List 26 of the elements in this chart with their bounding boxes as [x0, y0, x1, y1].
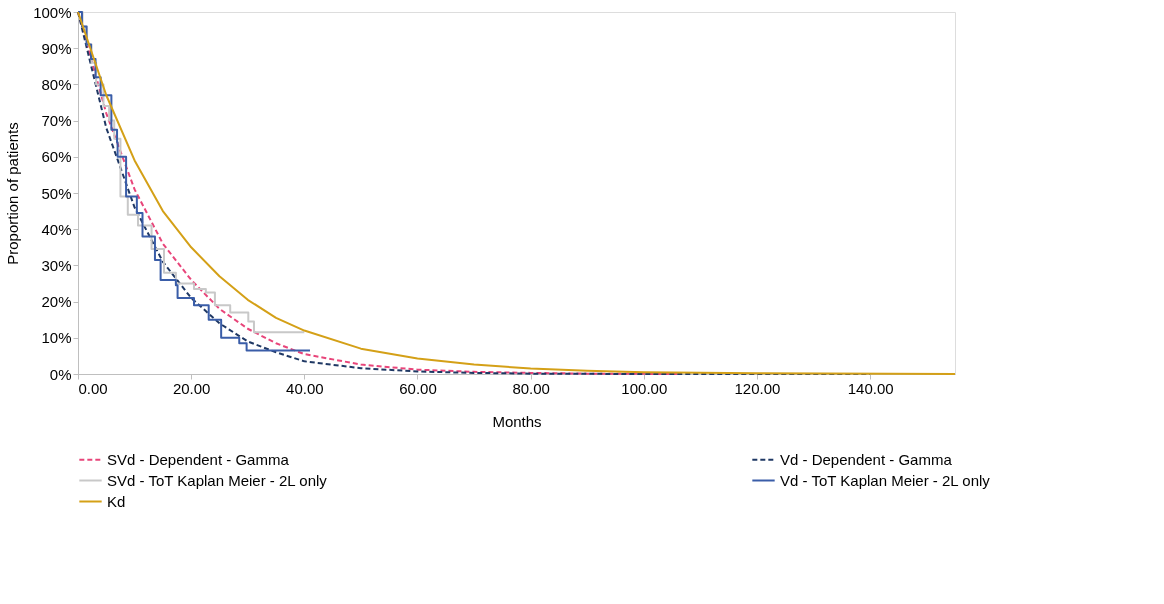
x-tick-label: 60.00	[399, 379, 437, 397]
y-tick-label: 80%	[41, 75, 72, 93]
y-axis-title: Proportion of patients	[4, 122, 22, 265]
y-tick-label: 20%	[41, 293, 72, 311]
x-tick-label: 80.00	[512, 379, 550, 397]
x-tick-label: 0.00	[78, 379, 108, 397]
legend-label: SVd - ToT Kaplan Meier - 2L only	[107, 471, 328, 489]
x-tick-label: 140.00	[847, 379, 894, 397]
legend-label: Kd	[107, 492, 126, 510]
y-tick-label: 30%	[41, 256, 72, 274]
y-tick-label: 100%	[33, 3, 72, 21]
legend-label: Vd - ToT Kaplan Meier - 2L only	[780, 471, 991, 489]
x-tick-label: 40.00	[286, 379, 324, 397]
x-axis-title: Months	[492, 412, 542, 430]
x-tick-label: 120.00	[734, 379, 781, 397]
y-tick-label: 50%	[41, 184, 72, 202]
legend-label: SVd - Dependent - Gamma	[107, 450, 290, 468]
y-tick-label: 60%	[41, 148, 72, 166]
y-tick-label: 90%	[41, 39, 72, 57]
y-tick-label: 40%	[41, 220, 72, 238]
legend-label: Vd - Dependent - Gamma	[780, 450, 953, 468]
x-tick-label: 20.00	[172, 379, 211, 397]
y-tick-label: 0%	[49, 365, 72, 383]
y-tick-label: 10%	[41, 329, 72, 347]
y-tick-label: 70%	[41, 112, 72, 130]
x-tick-label: 100.00	[621, 379, 668, 397]
